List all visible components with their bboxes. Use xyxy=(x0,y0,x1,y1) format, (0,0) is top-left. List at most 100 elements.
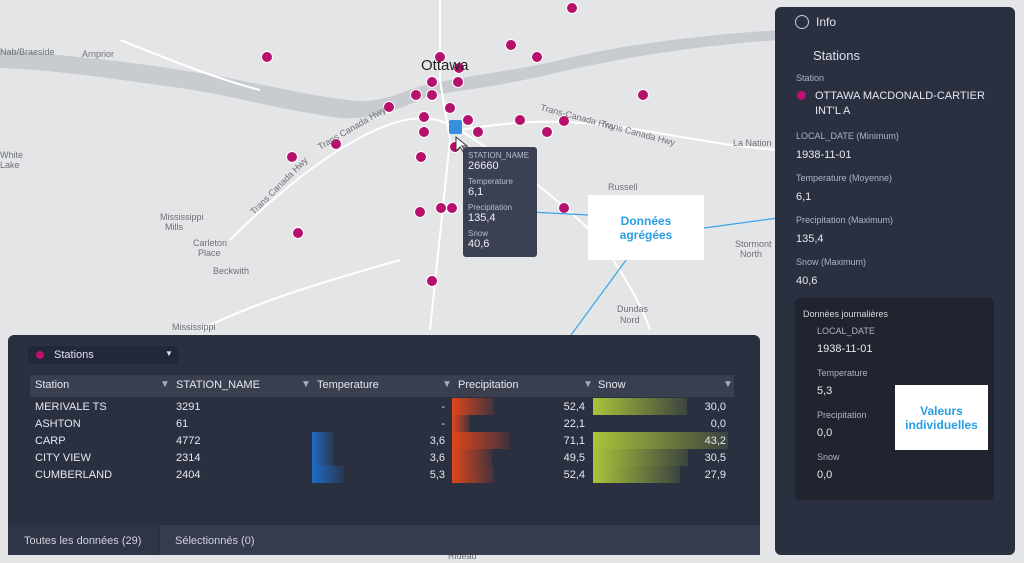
cell-value: - xyxy=(441,401,445,413)
map-label: Nord xyxy=(620,315,640,325)
station-dot xyxy=(292,227,304,239)
cell: 2404 xyxy=(176,469,201,481)
cell-value: 49,5 xyxy=(563,452,585,464)
river xyxy=(0,50,430,119)
station-dot xyxy=(462,114,474,126)
river xyxy=(425,30,780,95)
column-header: Precipitation xyxy=(458,379,519,391)
station-dot xyxy=(531,51,543,63)
field-label: Snow (Maximum) xyxy=(796,257,867,267)
cell-value: 43,2 xyxy=(704,435,726,447)
tooltip-value: 135,4 xyxy=(468,212,496,224)
cell-value: 30,0 xyxy=(704,401,726,413)
station-dot xyxy=(514,114,526,126)
tab[interactable]: Sélectionnés (0) xyxy=(160,525,760,555)
map-label: Mississippi xyxy=(172,322,216,332)
dropdown-caret: ▼ xyxy=(165,349,173,358)
info-panel: Info Stations Station OTTAWA MACDONALD-CA… xyxy=(775,7,1015,555)
cluster-marker[interactable] xyxy=(449,120,462,134)
cell-value: 3,6 xyxy=(429,452,445,464)
station-dot xyxy=(435,202,447,214)
daily-value: 0,0 xyxy=(817,469,833,481)
filter-icon: ▼ xyxy=(583,379,593,390)
station-dot xyxy=(566,2,578,14)
tooltip-value: 26660 xyxy=(468,160,499,172)
map-label: Mills xyxy=(165,222,183,232)
station-dot xyxy=(418,111,430,123)
station-dot xyxy=(453,62,465,74)
field-value: 40,6 xyxy=(796,275,818,287)
cell-value: 52,4 xyxy=(563,469,585,481)
tab-active[interactable]: Toutes les données (29) xyxy=(8,525,158,555)
column-header: STATION_NAME xyxy=(176,379,260,391)
tooltip-label: Precipitation xyxy=(468,203,513,212)
column-header: Snow xyxy=(598,379,626,391)
cell: CUMBERLAND xyxy=(35,469,113,481)
field-value: OTTAWA MACDONALD-CARTIER INT'L A xyxy=(815,90,985,117)
tooltip-label: Temperature xyxy=(468,177,513,186)
layer-swatch xyxy=(36,351,44,359)
cell: 3291 xyxy=(176,401,201,413)
map-label: North xyxy=(740,249,762,259)
daily-label: Temperature xyxy=(817,368,868,378)
bar xyxy=(312,432,334,449)
field-value: 6,1 xyxy=(796,191,812,203)
map-label: Lake xyxy=(0,160,20,170)
cell: 2314 xyxy=(176,452,201,464)
map-label: Dundas xyxy=(617,304,649,314)
tooltip-value: 6,1 xyxy=(468,186,484,198)
filter-icon: ▼ xyxy=(723,379,733,390)
field-value: 1938-11-01 xyxy=(796,149,852,161)
station-dot xyxy=(426,275,438,287)
filter-icon: ▼ xyxy=(160,379,170,390)
field-label: Precipitation (Maximum) xyxy=(796,215,894,225)
cell-value: 3,6 xyxy=(429,435,445,447)
bar xyxy=(452,449,492,466)
cell-value: 22,1 xyxy=(563,418,585,430)
cell-value: 52,4 xyxy=(563,401,585,413)
annotation: Données agrégées xyxy=(588,195,704,260)
map-label: Carleton xyxy=(193,238,227,248)
map-label: Nab/Braeside xyxy=(0,47,55,57)
cell-value: - xyxy=(441,418,445,430)
tooltip: STATION_NAME 26660 Temperature 6,1 Precipita… xyxy=(463,147,537,257)
daily-value: 5,3 xyxy=(817,385,833,397)
city-label: Ottawa xyxy=(421,57,469,74)
column-header: Station xyxy=(35,379,70,391)
tooltip-label: Snow xyxy=(468,229,489,238)
bar xyxy=(593,449,689,466)
tabs: Toutes les données (29) Sélectionnés (0) xyxy=(8,525,760,555)
map-label: Arnprior xyxy=(82,49,114,59)
station-dot xyxy=(444,102,456,114)
cell: CARP xyxy=(35,435,66,447)
cell: 61 xyxy=(176,418,189,430)
layer-name: Stations xyxy=(813,48,860,63)
station-dot xyxy=(426,76,438,88)
dropdown-label: Stations xyxy=(54,349,94,361)
daily-label: LOCAL_DATE xyxy=(817,326,875,336)
tooltip-value: 40,6 xyxy=(468,238,490,250)
map-label: Beckwith xyxy=(213,266,249,276)
cell: ASHTON xyxy=(35,418,81,430)
column-header: Temperature xyxy=(317,379,379,391)
tab-label: Sélectionnés (0) xyxy=(175,535,255,547)
station-dot xyxy=(330,138,342,150)
bar xyxy=(312,449,334,466)
daily-value: 0,0 xyxy=(817,427,833,439)
map-label: Place xyxy=(198,248,221,258)
station-dot xyxy=(383,101,395,113)
annotation: Valeurs individuelles xyxy=(895,385,988,450)
map-label: La Nation xyxy=(733,138,772,148)
station-dot xyxy=(434,51,446,63)
annotation-text: Données agrégées xyxy=(619,213,673,242)
layer-dropdown[interactable]: Stations ▼ xyxy=(28,346,178,364)
annotation-text: Valeurs individuelles xyxy=(905,403,978,432)
cell: MERIVALE TS xyxy=(35,401,107,413)
station-swatch xyxy=(797,91,806,100)
bar xyxy=(452,466,494,483)
field-label: Station xyxy=(796,73,825,83)
field-label: Temperature (Moyenne) xyxy=(796,173,893,183)
cell: 4772 xyxy=(176,435,201,447)
